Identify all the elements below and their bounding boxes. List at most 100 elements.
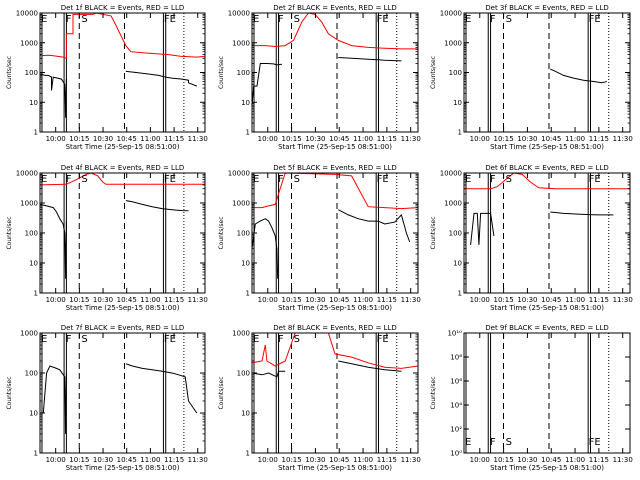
x-tick-label: 10:45 [117,135,137,143]
event-marker-label: E [253,174,259,185]
event-marker-label: F [490,437,496,448]
panel-5: Det 5f BLACK = Events, RED = LLD 1 10 100 10… [218,164,421,312]
events-series-line [251,218,279,279]
panel-6: Det 6f BLACK = Events, RED = LLD 1 10 100 10… [430,164,633,312]
y-axis-label: Counts/sec [430,216,437,249]
x-tick-label: 11:00 [353,135,373,143]
x-tick-label: 10:30 [93,135,113,143]
x-axis-label: Start Time (25-Sep-15 08:51:00) [66,304,180,312]
x-tick-label: 10:30 [517,296,537,304]
event-marker-label: FE [164,334,176,345]
y-tick-label: 10000 [440,10,462,18]
event-marker-label: FE [377,14,389,25]
event-marker-label: E [41,334,47,345]
event-marker-label: E [465,437,471,448]
x-tick-label: 10:15 [69,456,89,464]
plot-frame [463,12,631,133]
y-axis-label: Counts/sec [430,376,437,409]
x-tick-label: 11:30 [188,456,208,464]
y-tick-label: 100 [237,230,250,238]
plot-frame [251,12,419,133]
y-tick-label: 1000 [232,200,250,208]
y-tick-label: 10000 [440,170,462,178]
y-tick-label: 100 [25,370,38,378]
panel-2: Det 2f BLACK = Events, RED = LLD 1 10 100 10… [218,4,421,151]
x-tick-label: 11:00 [565,296,585,304]
x-tick-label: 10:15 [281,456,301,464]
y-tick-label: 100 [237,370,250,378]
y-axis-label: Counts/sec [430,56,437,89]
y-tick-label: 1000 [20,200,38,208]
x-tick-label: 10:15 [493,296,513,304]
x-tick-label: 10:45 [541,135,561,143]
event-marker-label: S [294,334,300,345]
event-marker-label: E [41,14,47,25]
y-axis-label: Counts/sec [6,56,13,89]
panel-9: Det 9f BLACK = Events, RED = LLD 10⁰ 10² 10… [430,324,633,472]
event-marker-label: FE [164,174,176,185]
event-marker-label: FE [589,174,601,185]
x-tick-label: 11:00 [353,456,373,464]
x-tick-label: 11:15 [377,135,397,143]
panel-7: Det 7f BLACK = Events, RED = LLD 1 10 100 10… [6,324,208,472]
x-axis-label: Start Time (25-Sep-15 08:51:00) [278,304,392,312]
y-axis-label: Counts/sec [218,56,225,89]
panel-3: Det 3f BLACK = Events, RED = LLD 1 10 100 10… [430,4,633,151]
x-tick-label: 10:00 [46,135,66,143]
event-marker-label: FE [377,334,389,345]
x-axis-label: Start Time (25-Sep-15 08:51:00) [66,143,180,151]
y-tick-label: 10 [241,410,250,418]
y-tick-label: 1 [34,290,38,298]
y-tick-label: 10 [29,260,38,268]
event-marker-label: S [81,174,87,185]
y-tick-label: 1000 [20,39,38,47]
panel-title: Det 3f BLACK = Events, RED = LLD [485,4,608,12]
y-tick-label: 10 [29,410,38,418]
y-tick-label: 10 [241,99,250,107]
panel-8: Det 8f BLACK = Events, RED = LLD 1 10 100 10… [218,324,421,472]
y-tick-label: 1000 [232,39,250,47]
events-series-line [125,70,197,87]
x-tick-label: 10:00 [470,135,490,143]
y-tick-label: 10⁰ [450,450,462,458]
y-tick-label: 1 [458,129,462,137]
panel-title: Det 7f BLACK = Events, RED = LLD [61,324,184,332]
y-tick-label: 10 [29,99,38,107]
y-tick-label: 1 [34,450,38,458]
x-tick-label: 11:15 [377,296,397,304]
y-tick-label: 10 [453,260,462,268]
y-tick-label: 10⁶ [450,378,462,386]
y-tick-label: 10 [453,99,462,107]
lld-series-line [252,172,419,210]
x-tick-label: 10:30 [93,456,113,464]
event-marker-label: S [506,14,512,25]
y-tick-label: 1000 [232,330,250,338]
event-marker-label: S [81,334,87,345]
plot-frame [463,332,631,454]
events-series-line [251,63,282,106]
x-tick-label: 11:30 [613,296,633,304]
x-axis-label: Start Time (25-Sep-15 08:51:00) [278,143,392,151]
y-tick-label: 10000 [16,170,38,178]
panel-1: Det 1f BLACK = Events, RED = LLD 1 10 100 10… [6,4,208,151]
event-marker-label: F [66,14,72,25]
y-tick-label: 100 [449,69,462,77]
x-tick-label: 11:30 [613,456,633,464]
x-tick-label: 10:30 [305,456,325,464]
x-tick-label: 11:30 [613,135,633,143]
y-tick-label: 100 [25,230,38,238]
y-tick-label: 100 [25,69,38,77]
event-marker-label: FE [589,14,601,25]
x-tick-label: 10:15 [69,135,89,143]
x-axis-label: Start Time (25-Sep-15 08:51:00) [490,464,604,472]
lld-series-line [464,172,630,190]
y-axis-label: Counts/sec [6,216,13,249]
y-tick-label: 100 [237,69,250,77]
events-series-line [470,212,495,245]
x-tick-label: 10:30 [305,296,325,304]
event-marker-label: F [278,174,284,185]
y-tick-label: 10¹⁰ [447,330,462,338]
event-marker-label: F [278,334,284,345]
x-axis-label: Start Time (25-Sep-15 08:51:00) [278,464,392,472]
